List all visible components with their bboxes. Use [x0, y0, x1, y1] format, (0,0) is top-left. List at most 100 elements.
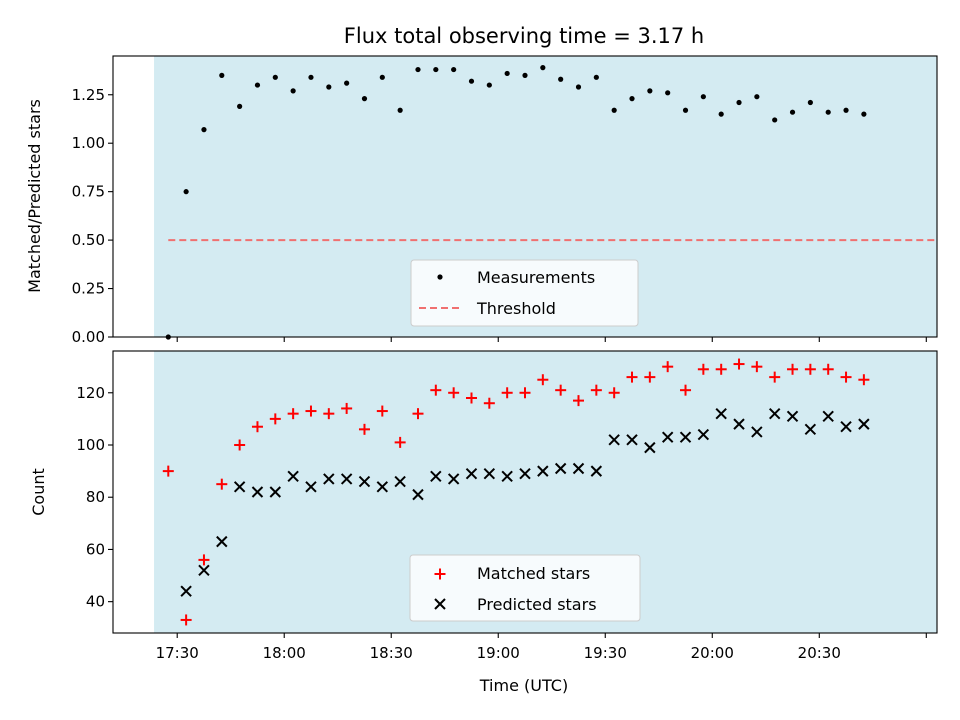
predicted-star-point	[804, 423, 817, 436]
bottom-ytick-label: 60	[86, 540, 105, 558]
measurement-point	[789, 109, 796, 115]
predicted-star-point	[554, 462, 567, 475]
predicted-star-point	[216, 535, 228, 548]
top-ytick-label: 0.25	[72, 280, 105, 298]
measurement-point	[290, 88, 296, 94]
matched-star-point	[626, 371, 638, 383]
measurement-point	[861, 111, 867, 117]
matched-star-point	[430, 384, 442, 396]
top-ytick-label: 0.00	[72, 328, 105, 346]
matched-star-point	[412, 408, 424, 420]
measurement-point	[718, 111, 724, 117]
bottom-legend: Matched stars Predicted stars	[409, 554, 641, 622]
measurement-point	[825, 109, 831, 115]
predicted-star-point	[269, 486, 282, 498]
predicted-star-point	[715, 407, 727, 420]
legend-predicted-marker	[434, 598, 446, 610]
measurement-point	[700, 94, 706, 100]
predicted-star-point	[198, 564, 210, 577]
matched-star-point	[822, 363, 834, 375]
measurement-point	[361, 96, 368, 102]
matched-star-point	[341, 402, 353, 414]
matched-star-point	[840, 371, 852, 383]
predicted-star-point	[697, 428, 710, 441]
predicted-star-point	[394, 475, 406, 488]
bottom-ytick-label: 80	[86, 488, 105, 506]
predicted-star-point	[768, 407, 781, 420]
bottom-panel: 40 60 80 100 120 17:30 18:00 18:30 19:00 19:30 20:…	[76, 350, 938, 662]
matched-star-point	[662, 361, 674, 373]
measurement-point	[682, 107, 689, 113]
matched-star-point	[448, 387, 460, 399]
matched-star-point	[483, 397, 495, 409]
matched-star-point	[198, 554, 210, 566]
matched-star-point	[608, 387, 620, 399]
predicted-star-point	[233, 481, 246, 493]
matched-star-point	[858, 374, 870, 386]
measurement-point	[272, 74, 278, 80]
legend-matched-label: Matched stars	[477, 564, 590, 583]
measurement-point	[254, 82, 261, 88]
matched-star-point	[519, 387, 531, 399]
matched-star-point	[394, 436, 406, 448]
predicted-star-point	[661, 431, 674, 443]
top-panel: 0.00 0.25 0.50 0.75 1.00 1.25 Measurements Thre…	[72, 55, 938, 346]
measurement-point	[486, 82, 492, 88]
matched-star-point	[804, 363, 816, 375]
measurement-point	[201, 127, 207, 133]
matched-star-point	[555, 384, 567, 396]
bottom-legend-box	[409, 554, 641, 622]
predicted-star-point	[251, 486, 264, 498]
measurement-point	[558, 76, 564, 82]
bottom-y-axis-label: Count	[29, 468, 48, 516]
matched-star-point	[465, 392, 477, 404]
predicted-star-point	[501, 470, 513, 483]
top-legend-box	[410, 259, 639, 327]
matched-star-point	[573, 395, 585, 407]
bottom-ytick-label: 100	[76, 436, 105, 454]
measurement-point	[522, 72, 528, 78]
measurement-point	[575, 84, 582, 90]
measurement-point	[237, 103, 243, 109]
matched-star-point	[697, 363, 709, 375]
legend-measurement-marker	[437, 274, 443, 280]
matched-star-point	[590, 384, 602, 396]
predicted-star-point	[751, 426, 763, 438]
top-ytick-label: 1.00	[72, 134, 105, 152]
legend-measurements-label: Measurements	[477, 268, 595, 287]
measurement-point	[629, 96, 635, 102]
predicted-star-point	[858, 418, 870, 430]
xtick-label: 20:00	[691, 644, 734, 662]
measurement-point	[326, 84, 332, 90]
predicted-star-point	[465, 468, 478, 480]
matched-star-point	[305, 405, 317, 417]
chart-title: Flux total observing time = 3.17 h	[344, 24, 704, 48]
measurement-point	[540, 65, 546, 71]
matched-star-point	[162, 465, 174, 477]
measurement-point	[397, 107, 403, 113]
predicted-star-point	[287, 470, 299, 483]
legend-predicted-label: Predicted stars	[477, 595, 597, 614]
matched-star-point	[323, 408, 335, 420]
measurement-point	[593, 74, 599, 80]
xtick-label: 20:30	[798, 644, 841, 662]
measurement-point	[308, 74, 314, 80]
xtick-label: 19:00	[477, 644, 520, 662]
predicted-star-point	[483, 468, 496, 480]
predicted-star-point	[430, 470, 442, 483]
matched-star-point	[358, 423, 370, 435]
matched-star-point	[251, 421, 263, 433]
matched-star-point	[769, 371, 781, 383]
xtick-label: 18:00	[263, 644, 306, 662]
matched-star-point	[234, 439, 246, 451]
predicted-star-point	[608, 434, 620, 446]
predicted-star-point	[644, 441, 656, 454]
measurement-point	[468, 78, 475, 84]
predicted-star-point	[626, 434, 638, 446]
predicted-star-point	[358, 475, 371, 488]
measurement-point	[183, 189, 189, 195]
top-ytick-label: 1.25	[72, 86, 105, 104]
matched-star-point	[537, 374, 549, 386]
predicted-star-point	[590, 465, 603, 477]
bottom-axes-frame	[112, 350, 938, 634]
